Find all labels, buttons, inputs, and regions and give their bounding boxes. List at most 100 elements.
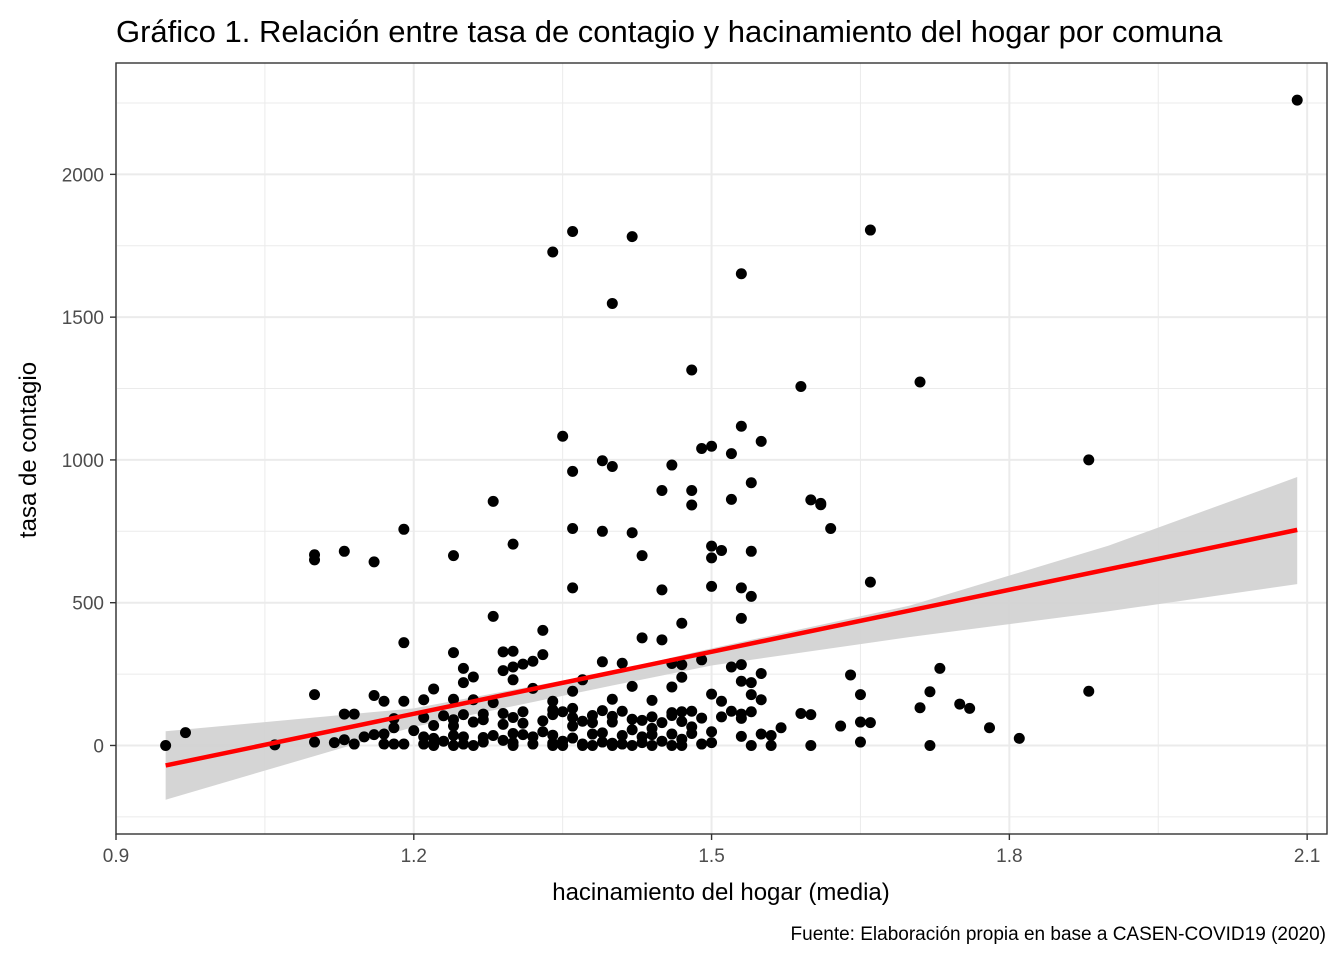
data-point <box>636 632 648 644</box>
data-point <box>805 494 817 506</box>
data-point <box>596 656 608 668</box>
data-point <box>438 710 450 722</box>
data-point <box>507 674 519 686</box>
data-point <box>537 715 549 727</box>
data-point <box>577 715 589 727</box>
data-point <box>507 711 519 723</box>
data-point <box>497 718 509 730</box>
data-point <box>477 736 489 748</box>
data-point <box>368 690 380 702</box>
data-point <box>507 739 519 751</box>
data-point <box>656 717 668 729</box>
data-point <box>606 297 618 309</box>
data-point <box>745 590 757 602</box>
data-point <box>596 525 608 537</box>
data-point <box>507 538 519 550</box>
data-point <box>686 499 698 511</box>
data-point <box>656 584 668 596</box>
x-tick-label: 0.9 <box>103 846 129 867</box>
data-point <box>428 719 440 731</box>
y-tick-label: 2000 <box>62 165 104 186</box>
data-point <box>626 680 638 692</box>
data-point <box>438 735 450 747</box>
data-point <box>676 659 688 671</box>
regression-line <box>165 527 1298 768</box>
data-points <box>160 94 1303 751</box>
data-point <box>517 658 529 670</box>
data-point <box>845 669 857 681</box>
data-point <box>517 706 529 718</box>
data-point <box>328 737 340 749</box>
data-point <box>716 695 727 707</box>
data-point <box>854 716 866 728</box>
data-point <box>745 689 757 701</box>
data-point <box>547 739 559 751</box>
data-point <box>706 552 718 564</box>
data-point <box>338 708 350 720</box>
data-point <box>696 712 708 724</box>
data-point <box>934 662 946 674</box>
data-point <box>447 729 459 741</box>
data-point <box>388 722 400 734</box>
data-point <box>447 647 459 659</box>
data-point <box>666 681 678 693</box>
data-point <box>735 659 747 671</box>
data-point <box>309 689 321 701</box>
data-point <box>547 695 559 707</box>
data-point <box>428 739 440 751</box>
data-point <box>735 612 747 624</box>
data-point <box>616 729 628 741</box>
data-point <box>696 738 708 750</box>
data-point <box>507 727 519 739</box>
data-point <box>477 714 489 726</box>
chart-caption: Fuente: Elaboración propia en base a CAS… <box>791 924 1326 945</box>
data-point <box>745 677 757 689</box>
data-point <box>1083 685 1095 697</box>
data-point <box>1013 732 1025 744</box>
data-point <box>586 728 598 740</box>
data-point <box>686 721 698 733</box>
data-point <box>914 376 926 388</box>
data-point <box>765 739 777 751</box>
data-point <box>309 736 321 748</box>
data-point <box>924 739 936 751</box>
data-point <box>418 738 430 750</box>
plot-panel-border <box>115 62 1328 835</box>
data-point <box>487 729 499 741</box>
data-point <box>686 364 698 376</box>
data-point <box>666 739 678 751</box>
data-point <box>864 224 876 236</box>
data-point <box>984 722 996 734</box>
data-point <box>656 484 668 496</box>
data-point <box>368 729 380 741</box>
data-point <box>467 671 479 683</box>
data-point <box>428 683 440 695</box>
data-point <box>557 430 569 442</box>
data-point <box>626 231 638 243</box>
x-tick-label: 1.2 <box>401 846 427 867</box>
data-point <box>696 443 708 454</box>
data-point <box>309 554 321 566</box>
data-point <box>557 739 569 751</box>
data-point <box>626 527 638 539</box>
data-point <box>735 675 747 687</box>
data-point <box>755 728 767 740</box>
data-point <box>626 713 638 725</box>
x-tick-label: 1.5 <box>698 846 724 867</box>
fit-line-layer <box>165 527 1298 768</box>
data-point <box>725 705 737 717</box>
data-point <box>676 617 688 629</box>
data-point <box>160 739 172 751</box>
data-point <box>358 731 370 743</box>
data-point <box>864 576 876 588</box>
data-point <box>616 738 628 750</box>
data-point <box>616 657 628 669</box>
data-point <box>864 717 876 729</box>
data-point <box>547 729 559 741</box>
data-point <box>457 709 469 721</box>
data-point <box>725 661 737 673</box>
data-point <box>656 634 668 646</box>
axes: 0.9 1.2 1.5 1.8 2.1 0 500 1000 1500 2000 <box>62 165 1321 867</box>
data-point <box>447 693 459 705</box>
